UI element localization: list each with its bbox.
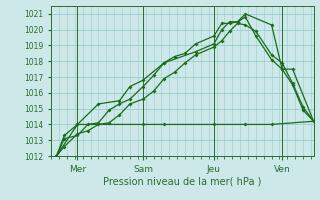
X-axis label: Pression niveau de la mer( hPa ): Pression niveau de la mer( hPa ) [103,177,261,187]
